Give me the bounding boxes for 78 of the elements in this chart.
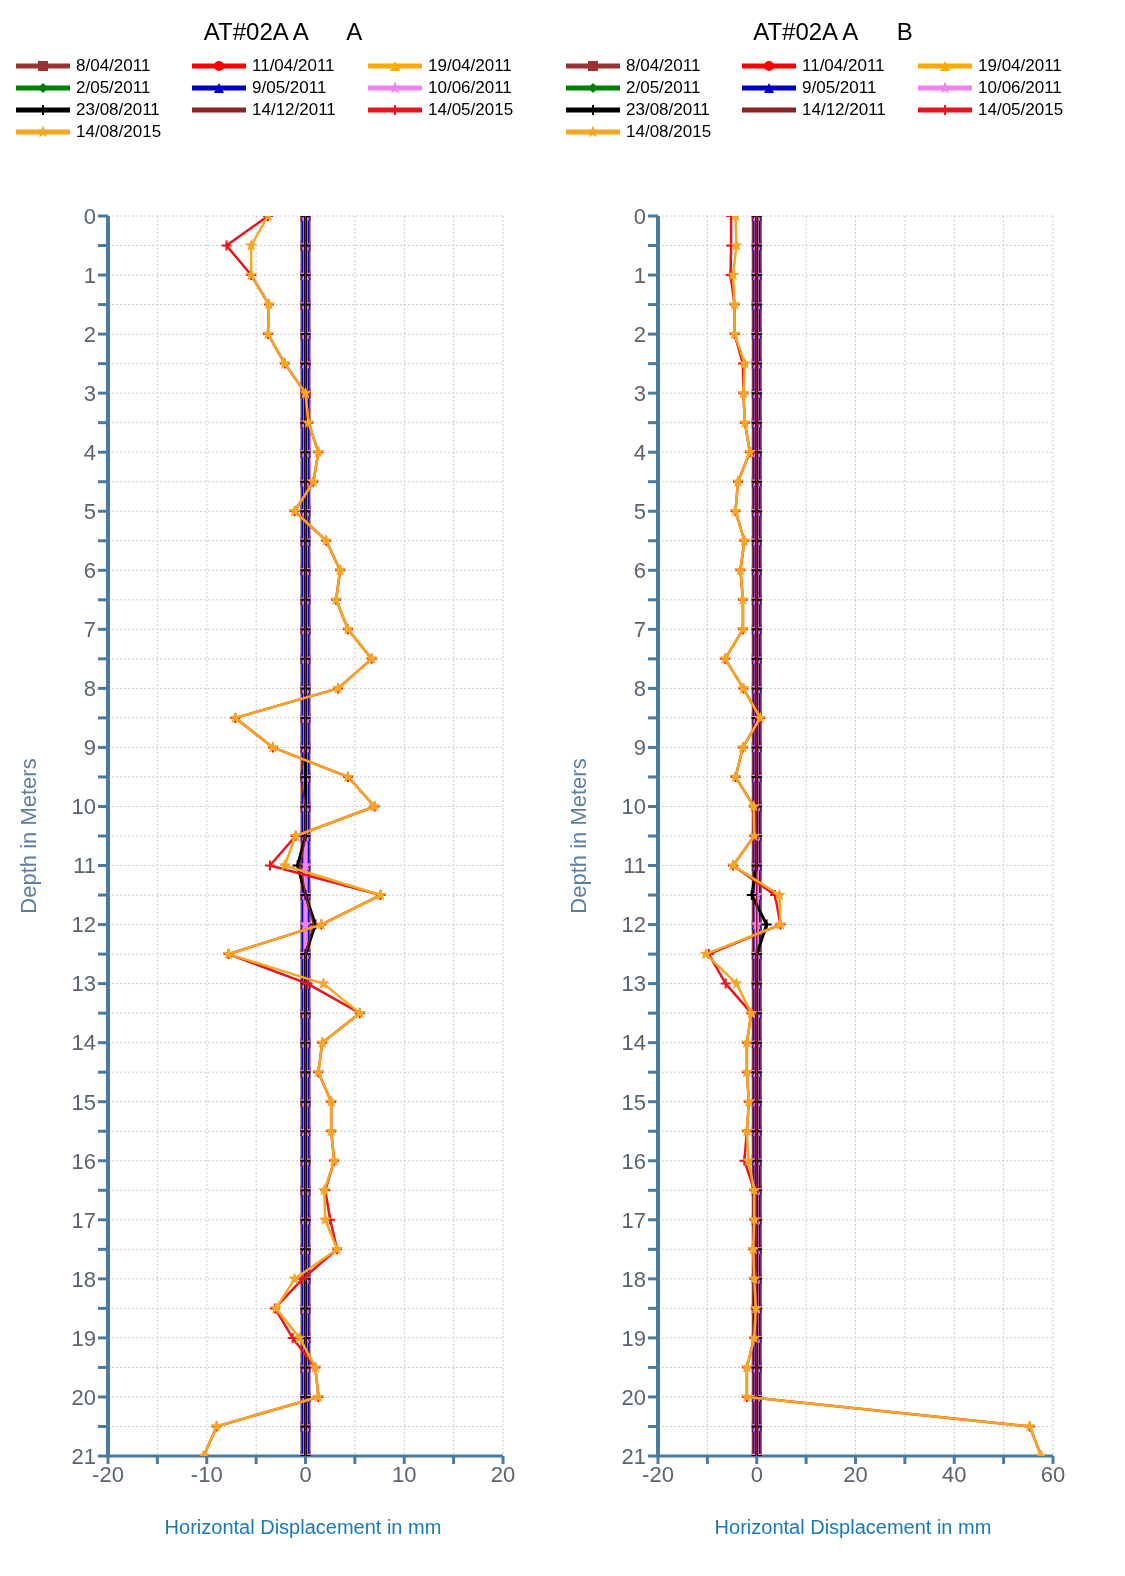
legend-label: 10/06/2011 <box>428 78 512 98</box>
y-tick-label: 9 <box>633 735 646 761</box>
y-tick-label: 20 <box>71 1384 96 1410</box>
legend-label: 19/04/2011 <box>428 56 512 76</box>
legend-label: 2/05/2011 <box>626 78 701 98</box>
y-tick-label: 10 <box>71 794 96 820</box>
legend-label: 2/05/2011 <box>76 78 151 98</box>
y-tick-label: 18 <box>621 1266 646 1292</box>
y-tick-label: 9 <box>83 735 96 761</box>
y-tick-label: 5 <box>633 499 646 525</box>
chart-title: AT#02A A A <box>202 17 364 47</box>
y-tick-label: 15 <box>71 1089 96 1115</box>
y-tick-label: 19 <box>71 1325 96 1351</box>
y-tick-label: 16 <box>621 1148 646 1174</box>
y-tick-label: 6 <box>83 558 96 584</box>
y-tick-label: 5 <box>83 499 96 525</box>
legend-label: 23/08/2011 <box>626 100 710 120</box>
y-tick-label: 12 <box>621 912 646 938</box>
y-tick-label: 3 <box>83 380 96 406</box>
y-tick-label: 21 <box>71 1443 96 1469</box>
x-axis-title: Horizontal Displacement in mm <box>163 1516 443 1539</box>
x-tick-label: 60 <box>1040 1461 1066 1487</box>
y-tick-label: 15 <box>621 1089 646 1115</box>
x-tick-label: 0 <box>750 1461 763 1487</box>
x-tick-label: 40 <box>942 1461 967 1487</box>
x-tick-label: -10 <box>190 1461 223 1487</box>
y-tick-label: 4 <box>83 440 96 465</box>
legend-label: 14/05/2015 <box>428 100 514 120</box>
legend-label: 14/08/2015 <box>626 122 712 142</box>
y-tick-label: 0 <box>633 203 646 229</box>
y-tick-label: 17 <box>71 1207 96 1233</box>
legend-label: 11/04/2011 <box>252 56 335 76</box>
legend-label: 14/08/2015 <box>76 122 162 142</box>
legend-label: 14/12/2011 <box>802 100 886 120</box>
y-tick-label: 8 <box>83 676 96 702</box>
y-tick-label: 1 <box>633 262 646 288</box>
y-tick-label: 8 <box>633 676 646 702</box>
legend-label: 9/05/2011 <box>252 78 327 98</box>
y-tick-label: 14 <box>621 1030 646 1056</box>
y-tick-label: 6 <box>633 558 646 584</box>
y-tick-label: 20 <box>621 1384 646 1410</box>
legend-label: 23/08/2011 <box>76 100 160 120</box>
y-axis-title: Depth in Meters <box>15 758 41 914</box>
x-tick-label: 10 <box>392 1461 417 1487</box>
y-tick-label: 14 <box>71 1030 96 1056</box>
y-tick-label: 17 <box>621 1207 646 1233</box>
y-tick-label: 21 <box>621 1443 646 1469</box>
chart-title: AT#02A A B <box>752 17 914 47</box>
y-tick-label: 13 <box>71 971 96 997</box>
x-axis-title: Horizontal Displacement in mm <box>713 1516 993 1539</box>
y-tick-label: 19 <box>621 1325 646 1351</box>
x-tick-label: 20 <box>843 1461 868 1487</box>
y-tick-label: 2 <box>83 321 96 347</box>
y-tick-label: 3 <box>633 380 646 406</box>
y-tick-label: 7 <box>633 617 646 643</box>
y-tick-label: 11 <box>623 853 646 879</box>
y-tick-label: 13 <box>621 971 646 997</box>
y-tick-label: 11 <box>73 853 96 879</box>
legend-label: 11/04/2011 <box>802 56 885 76</box>
x-tick-label: 20 <box>490 1461 516 1487</box>
legend-label: 9/05/2011 <box>802 78 877 98</box>
y-tick-label: 18 <box>71 1266 96 1292</box>
legend-label: 14/05/2015 <box>978 100 1064 120</box>
y-axis-title: Depth in Meters <box>565 758 591 914</box>
y-tick-label: 1 <box>83 262 96 288</box>
y-tick-label: 2 <box>633 321 646 347</box>
y-tick-label: 0 <box>83 203 96 229</box>
y-tick-label: 12 <box>71 912 96 938</box>
x-tick-label: 0 <box>299 1461 312 1487</box>
legend-label: 19/04/2011 <box>978 56 1062 76</box>
legend-label: 8/04/2011 <box>626 56 701 76</box>
legend-label: 14/12/2011 <box>252 100 336 120</box>
legend-label: 10/06/2011 <box>978 78 1062 98</box>
legend-label: 8/04/2011 <box>76 56 151 76</box>
y-tick-label: 16 <box>71 1148 96 1174</box>
y-tick-label: 7 <box>83 617 96 643</box>
y-tick-label: 10 <box>621 794 646 820</box>
y-tick-label: 4 <box>633 440 646 465</box>
